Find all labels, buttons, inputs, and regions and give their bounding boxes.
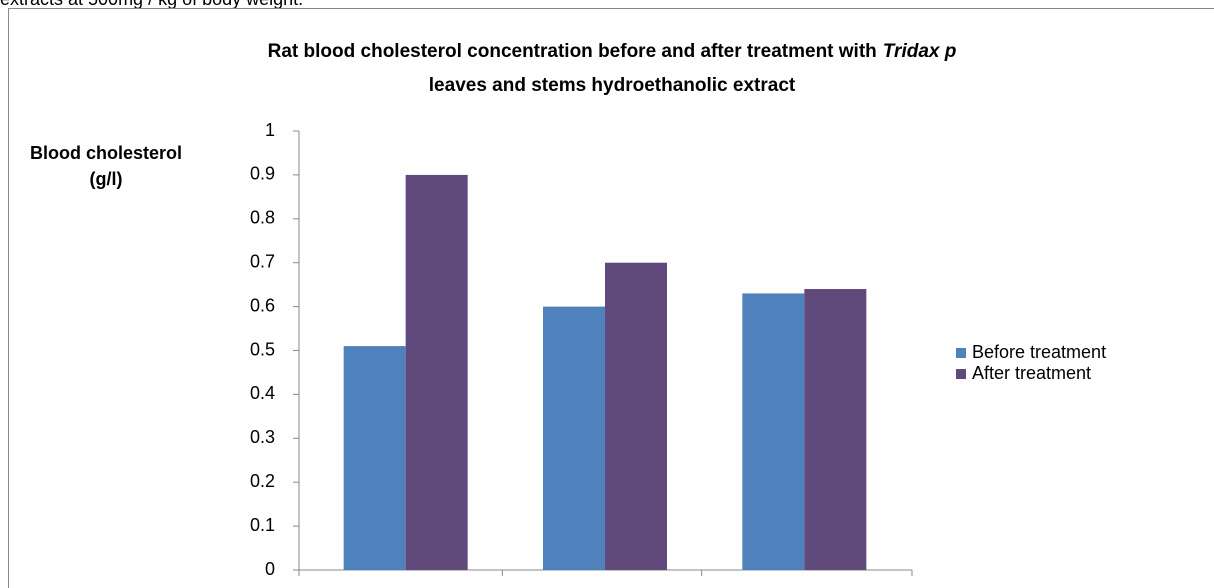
title-part: Rat blood cholesterol concentration befo…	[268, 41, 877, 62]
y-axis-label: Blood cholesterol	[30, 143, 182, 163]
y-tick-label: 0.8	[250, 208, 275, 228]
bar	[605, 262, 667, 570]
chart-title: Rat blood cholesterol concentration befo…	[268, 41, 957, 62]
x-tick-label: T300	[584, 587, 625, 588]
x-tick-label: T500	[784, 587, 825, 588]
bar	[543, 306, 605, 570]
legend-swatch	[956, 369, 966, 379]
legend-label: Before treatment	[972, 342, 1106, 362]
x-tick-label: control	[379, 587, 433, 588]
y-tick-label: 0.7	[250, 251, 275, 271]
y-tick-label: 0.1	[250, 515, 275, 535]
bar	[742, 293, 805, 570]
y-tick-label: 0.3	[250, 427, 275, 447]
chart-border	[8, 8, 1214, 588]
bar	[804, 289, 867, 570]
y-tick-label: 0.2	[250, 471, 275, 491]
y-tick-label: 0.5	[250, 339, 275, 359]
y-tick-label: 0.4	[250, 383, 275, 403]
chart-title: leaves and stems hydroethanolic extract	[429, 75, 796, 96]
bar	[343, 346, 406, 570]
y-tick-label: 0	[265, 559, 275, 579]
legend-swatch	[956, 348, 966, 358]
y-tick-label: 0.9	[250, 164, 275, 184]
y-tick-label: 1	[265, 120, 275, 140]
bar	[405, 174, 468, 570]
y-tick-label: 0.6	[250, 295, 275, 315]
title-italic: Tridax p	[883, 41, 957, 62]
caption: extracts at 500mg / kg of body weight.	[0, 0, 303, 9]
legend-label: After treatment	[972, 363, 1091, 383]
y-axis-label: (g/l)	[90, 169, 123, 189]
